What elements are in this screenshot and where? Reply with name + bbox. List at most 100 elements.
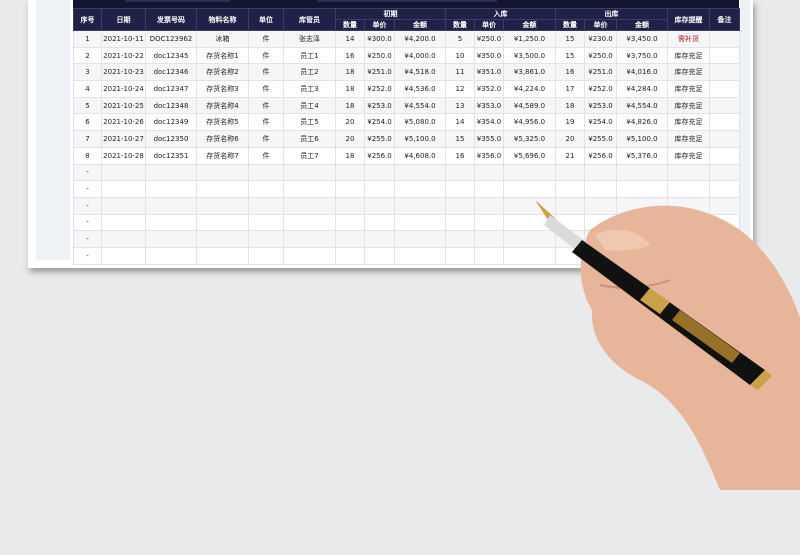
cell-remark[interactable] xyxy=(709,80,740,98)
cell-opening-qty[interactable]: 14 xyxy=(335,30,365,48)
cell-outbound-amount[interactable]: ¥4,284.0 xyxy=(616,80,668,98)
cell-opening-qty[interactable] xyxy=(335,246,365,265)
cell-opening-qty[interactable] xyxy=(335,196,365,215)
cell-invoice[interactable] xyxy=(145,213,197,232)
cell-outbound-qty[interactable] xyxy=(555,163,585,182)
cell-invoice[interactable] xyxy=(145,246,197,265)
cell-seq[interactable]: - xyxy=(73,246,102,265)
cell-seq[interactable]: 3 xyxy=(73,63,102,82)
cell-keeper[interactable] xyxy=(283,196,336,215)
cell-invoice[interactable] xyxy=(145,180,197,198)
cell-reminder[interactable]: 库存充足 xyxy=(667,63,710,82)
cell-inbound-qty[interactable] xyxy=(445,246,475,265)
cell-inbound-price[interactable] xyxy=(474,163,504,182)
cell-material[interactable]: 存货名称6 xyxy=(196,130,249,148)
cell-opening-price[interactable] xyxy=(364,180,395,198)
cell-outbound-qty[interactable]: 15 xyxy=(555,46,585,65)
cell-seq[interactable]: 8 xyxy=(73,146,102,165)
cell-remark[interactable] xyxy=(709,146,740,165)
cell-date[interactable]: 2021-10-28 xyxy=(101,146,146,165)
cell-material[interactable]: 存货名称2 xyxy=(196,63,249,82)
cell-unit[interactable] xyxy=(248,163,284,182)
cell-inbound-price[interactable]: ¥352.0 xyxy=(474,80,504,98)
cell-reminder[interactable] xyxy=(667,163,710,182)
cell-opening-amount[interactable] xyxy=(394,163,446,182)
cell-seq[interactable]: 6 xyxy=(73,113,102,132)
cell-inbound-qty[interactable] xyxy=(445,196,475,215)
cell-opening-amount[interactable]: ¥4,200.0 xyxy=(394,30,446,48)
cell-keeper[interactable] xyxy=(283,163,336,182)
cell-date[interactable] xyxy=(101,196,146,215)
cell-opening-qty[interactable]: 20 xyxy=(335,113,365,132)
cell-date[interactable] xyxy=(101,246,146,265)
cell-opening-amount[interactable]: ¥4,554.0 xyxy=(394,96,446,115)
cell-date[interactable] xyxy=(101,180,146,198)
cell-inbound-amount[interactable]: ¥1,250.0 xyxy=(503,30,556,48)
cell-unit[interactable] xyxy=(248,230,284,248)
cell-date[interactable] xyxy=(101,163,146,182)
cell-opening-amount[interactable]: ¥4,536.0 xyxy=(394,80,446,98)
cell-seq[interactable]: - xyxy=(73,180,102,198)
cell-inbound-amount[interactable]: ¥4,589.0 xyxy=(503,96,556,115)
cell-inbound-amount[interactable] xyxy=(503,163,556,182)
cell-keeper[interactable] xyxy=(283,213,336,232)
cell-inbound-price[interactable] xyxy=(474,230,504,248)
cell-outbound-amount[interactable]: ¥4,826.0 xyxy=(616,113,668,132)
cell-unit[interactable]: 件 xyxy=(248,130,284,148)
cell-reminder[interactable]: 库存充足 xyxy=(667,80,710,98)
cell-date[interactable] xyxy=(101,230,146,248)
cell-invoice[interactable]: doc12350 xyxy=(145,130,197,148)
cell-inbound-qty[interactable] xyxy=(445,163,475,182)
cell-material[interactable] xyxy=(196,163,249,182)
cell-opening-qty[interactable] xyxy=(335,213,365,232)
cell-date[interactable]: 2021-10-22 xyxy=(101,46,146,65)
cell-date[interactable]: 2021-10-11 xyxy=(101,30,146,48)
cell-outbound-amount[interactable]: ¥4,554.0 xyxy=(616,96,668,115)
cell-seq[interactable]: 5 xyxy=(73,96,102,115)
cell-opening-amount[interactable]: ¥5,100.0 xyxy=(394,130,446,148)
cell-invoice[interactable]: DOC123962 xyxy=(145,30,197,48)
cell-keeper[interactable]: 员工5 xyxy=(283,113,336,132)
cell-outbound-qty[interactable]: 19 xyxy=(555,113,585,132)
cell-date[interactable]: 2021-10-26 xyxy=(101,113,146,132)
cell-invoice[interactable]: doc12345 xyxy=(145,46,197,65)
cell-inbound-qty[interactable] xyxy=(445,230,475,248)
cell-inbound-amount[interactable]: ¥5,696.0 xyxy=(503,146,556,165)
cell-opening-amount[interactable] xyxy=(394,230,446,248)
cell-material[interactable]: 存货名称4 xyxy=(196,96,249,115)
cell-opening-price[interactable]: ¥250.0 xyxy=(364,46,395,65)
cell-opening-amount[interactable] xyxy=(394,213,446,232)
cell-unit[interactable]: 件 xyxy=(248,46,284,65)
cell-opening-price[interactable] xyxy=(364,196,395,215)
cell-opening-amount[interactable]: ¥5,080.0 xyxy=(394,113,446,132)
cell-invoice[interactable] xyxy=(145,196,197,215)
cell-reminder[interactable]: 库存充足 xyxy=(667,130,710,148)
cell-date[interactable] xyxy=(101,213,146,232)
cell-invoice[interactable]: doc12348 xyxy=(145,96,197,115)
cell-remark[interactable] xyxy=(709,113,740,132)
cell-inbound-price[interactable]: ¥353.0 xyxy=(474,96,504,115)
cell-date[interactable]: 2021-10-27 xyxy=(101,130,146,148)
cell-inbound-amount[interactable]: ¥4,224.0 xyxy=(503,80,556,98)
cell-inbound-qty[interactable]: 5 xyxy=(445,30,475,48)
cell-outbound-qty[interactable]: 17 xyxy=(555,80,585,98)
cell-seq[interactable]: - xyxy=(73,163,102,182)
cell-material[interactable]: 存货名称5 xyxy=(196,113,249,132)
cell-invoice[interactable] xyxy=(145,163,197,182)
cell-outbound-price[interactable]: ¥256.0 xyxy=(584,146,617,165)
cell-inbound-amount[interactable]: ¥3,500.0 xyxy=(503,46,556,65)
cell-seq[interactable]: 4 xyxy=(73,80,102,98)
cell-outbound-amount[interactable]: ¥5,100.0 xyxy=(616,130,668,148)
cell-inbound-price[interactable]: ¥351.0 xyxy=(474,63,504,82)
cell-outbound-amount[interactable]: ¥3,750.0 xyxy=(616,46,668,65)
cell-material[interactable] xyxy=(196,230,249,248)
cell-keeper[interactable]: 员工2 xyxy=(283,63,336,82)
cell-opening-price[interactable]: ¥251.0 xyxy=(364,63,395,82)
cell-opening-price[interactable]: ¥255.0 xyxy=(364,130,395,148)
cell-inbound-qty[interactable]: 14 xyxy=(445,113,475,132)
cell-opening-qty[interactable]: 18 xyxy=(335,146,365,165)
cell-outbound-qty[interactable]: 20 xyxy=(555,130,585,148)
cell-material[interactable] xyxy=(196,246,249,265)
cell-inbound-qty[interactable] xyxy=(445,180,475,198)
cell-keeper[interactable]: 员工6 xyxy=(283,130,336,148)
